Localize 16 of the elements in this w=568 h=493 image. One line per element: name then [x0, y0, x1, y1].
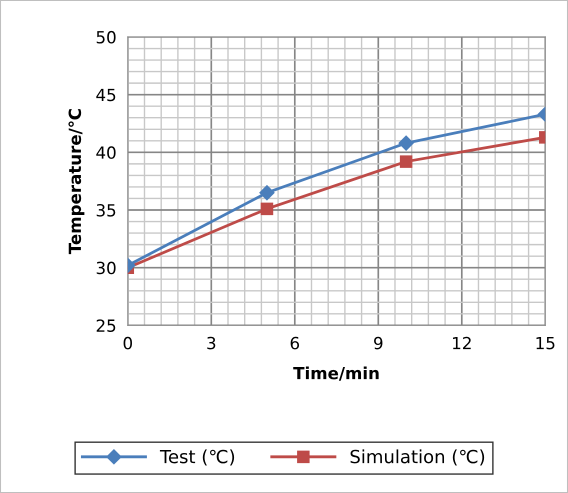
y-tick-label: 25	[96, 319, 116, 332]
y-tick-label: 30	[96, 262, 116, 274]
legend-label: Simulation (℃)	[350, 449, 484, 466]
y-tick-label: 35	[96, 204, 116, 217]
y-tick-label: 40	[96, 146, 116, 159]
y-tick-label: 45	[96, 88, 116, 102]
x-tick-label: 9	[374, 336, 382, 350]
x-tick-label: 0	[124, 336, 132, 350]
x-axis-title: Time/min	[293, 366, 379, 381]
x-tick-label: 12	[453, 336, 471, 350]
legend-label: Test (℃)	[160, 449, 234, 466]
x-tick-label: 6	[290, 336, 300, 350]
y-tick-label: 50	[96, 30, 116, 44]
x-tick-label: 3	[207, 336, 216, 350]
x-tick-label: 15	[536, 337, 554, 350]
y-axis-title: Temperature/℃	[68, 109, 84, 254]
